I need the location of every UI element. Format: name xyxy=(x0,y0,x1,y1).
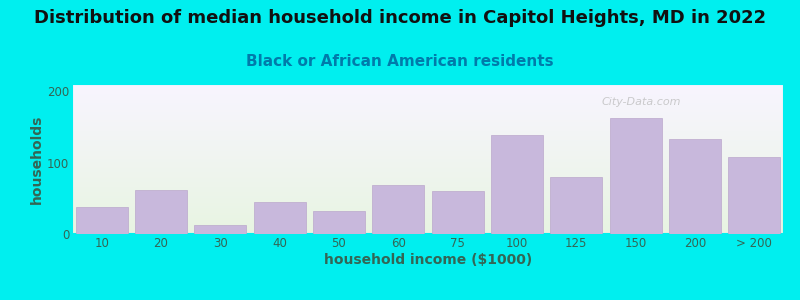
Text: City-Data.com: City-Data.com xyxy=(602,97,682,107)
Text: Black or African American residents: Black or African American residents xyxy=(246,54,554,69)
Bar xyxy=(610,118,662,234)
Bar xyxy=(728,157,781,234)
X-axis label: household income ($1000): household income ($1000) xyxy=(324,253,532,267)
Bar xyxy=(491,135,543,234)
Bar xyxy=(372,185,425,234)
Bar xyxy=(194,225,246,234)
Bar xyxy=(313,211,365,234)
Bar xyxy=(550,177,602,234)
Bar xyxy=(431,191,484,234)
Bar xyxy=(669,139,721,234)
Bar xyxy=(75,207,128,234)
Y-axis label: households: households xyxy=(30,114,44,204)
Bar xyxy=(135,190,187,234)
Bar xyxy=(254,202,306,234)
Text: Distribution of median household income in Capitol Heights, MD in 2022: Distribution of median household income … xyxy=(34,9,766,27)
